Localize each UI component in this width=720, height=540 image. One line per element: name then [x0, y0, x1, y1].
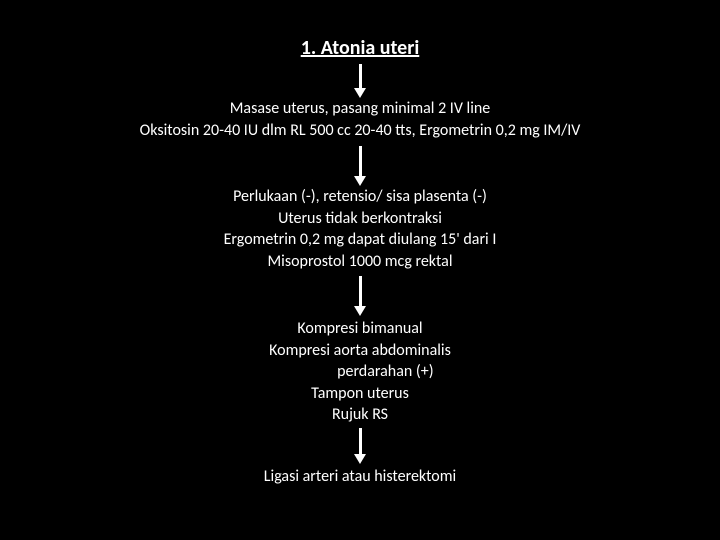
- flow-arrow-0: [354, 64, 366, 98]
- flow-step-1: Perlukaan (-), retensio/ sisa plasenta (…: [0, 186, 720, 272]
- flow-step-1-line-1: Uterus tidak berkontraksi: [0, 208, 720, 230]
- flow-arrow-3: [354, 428, 366, 464]
- flow-step-0-line-0: Masase uterus, pasang minimal 2 IV line: [0, 98, 720, 120]
- flow-step-2-line-3: Tampon uterus: [0, 383, 720, 405]
- flow-step-2: Kompresi bimanualKompresi aorta abdomina…: [0, 318, 720, 426]
- flow-step-0: Masase uterus, pasang minimal 2 IV lineO…: [0, 98, 720, 141]
- flowchart-title: 1. Atonia uteri: [0, 36, 720, 60]
- title-text: 1. Atonia uteri: [301, 36, 420, 60]
- flow-step-2-line-2: perdarahan (+): [0, 361, 720, 383]
- flow-step-3-line-0: Ligasi arteri atau histerektomi: [0, 466, 720, 488]
- flow-arrow-2: [354, 276, 366, 316]
- flow-step-1-line-0: Perlukaan (-), retensio/ sisa plasenta (…: [0, 186, 720, 208]
- flow-step-2-line-4: Rujuk RS: [0, 404, 720, 426]
- flow-arrow-1: [354, 146, 366, 186]
- flow-step-1-line-3: Misoprostol 1000 mcg rektal: [0, 251, 720, 273]
- flow-step-1-line-2: Ergometrin 0,2 mg dapat diulang 15' dari…: [0, 229, 720, 251]
- flow-step-2-line-1: Kompresi aorta abdominalis: [0, 340, 720, 362]
- flow-step-0-line-1: Oksitosin 20-40 IU dlm RL 500 cc 20-40 t…: [0, 120, 720, 142]
- flow-step-3: Ligasi arteri atau histerektomi: [0, 466, 720, 488]
- flow-step-2-line-0: Kompresi bimanual: [0, 318, 720, 340]
